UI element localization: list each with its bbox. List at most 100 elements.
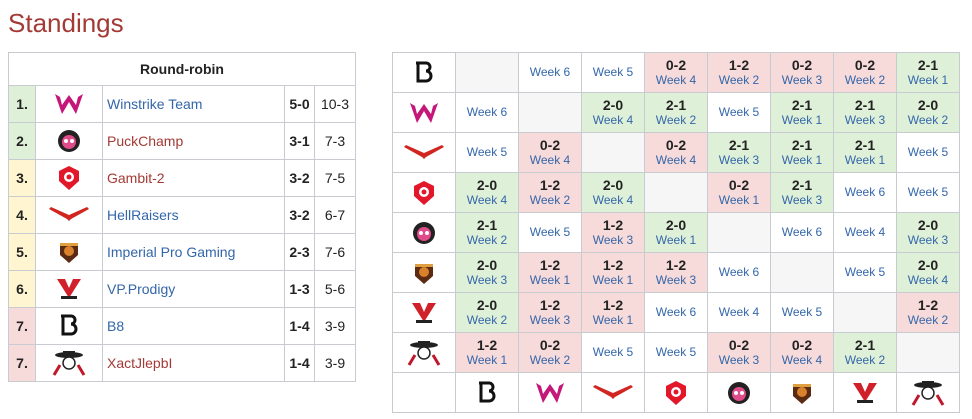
match-cell: 1-2 Week 1 [581, 292, 645, 333]
match-week: Week 4 [844, 225, 886, 239]
team-name-cell: HellRaisers [102, 196, 285, 234]
match-cell: 2-1 Week 1 [833, 132, 897, 173]
column-team-logo [644, 372, 708, 413]
match-result: 2-1 [476, 217, 498, 233]
match-result: 1-2 [602, 257, 624, 273]
match-week: Week 3 [781, 193, 823, 207]
match-result: 2-1 [791, 177, 813, 193]
match-week: Week 5 [907, 185, 949, 199]
xactjlepbi-logo [407, 340, 441, 366]
team-link[interactable]: Winstrike Team [107, 96, 203, 112]
match-result: 1-2 [728, 57, 750, 73]
puckchamp-logo [726, 381, 752, 404]
rank: 2. [16, 133, 28, 149]
match-week: Week 2 [529, 193, 571, 207]
match-cell: Week 5 [896, 172, 960, 213]
match-week: Week 4 [529, 153, 571, 167]
standings-header: Round-robin [8, 52, 356, 86]
column-team-logo [581, 372, 645, 413]
match-result: 1-2 [602, 217, 624, 233]
match-week: Week 1 [466, 353, 508, 367]
self-match-cell [833, 292, 897, 333]
match-week: Week 3 [718, 153, 760, 167]
team-link[interactable]: Gambit-2 [107, 170, 165, 186]
match-cell: Week 5 [581, 332, 645, 373]
match-result: 0-2 [791, 337, 813, 353]
match-result: 0-2 [539, 337, 561, 353]
match-cell: Week 5 [707, 92, 771, 133]
match-result: 1-2 [539, 177, 561, 193]
team-logo [35, 233, 103, 271]
team-link[interactable]: Imperial Pro Gaming [107, 244, 236, 260]
match-week: Week 5 [592, 345, 634, 359]
row-team-logo [392, 292, 456, 333]
match-week: Week 5 [529, 225, 571, 239]
match-cell: Week 6 [707, 252, 771, 293]
puckchamp-logo [56, 130, 82, 152]
match-cell: 2-1 Week 1 [770, 92, 834, 133]
team-link[interactable]: VP.Prodigy [107, 281, 176, 297]
team-name-cell: XactJlepbI [102, 344, 285, 382]
rank: 5. [16, 244, 28, 260]
match-cell: Week 5 [581, 52, 645, 93]
match-cell: 2-0 Week 4 [581, 92, 645, 133]
match-week: Week 5 [781, 305, 823, 319]
match-week: Week 5 [655, 345, 697, 359]
match-week: Week 2 [466, 233, 508, 247]
match-cell: Week 4 [707, 292, 771, 333]
standings-table: Round-robin 1. Winstrike Team 5-0 10-3 2. Puc… [8, 52, 356, 382]
team-link[interactable]: PuckChamp [107, 133, 184, 149]
xactjlepbi-logo [52, 351, 86, 376]
team-name-cell: VP.Prodigy [102, 270, 285, 308]
standings-row: 7. XactJlepbI 1-4 3-9 [8, 344, 356, 382]
match-week: Week 2 [844, 73, 886, 87]
imperial-logo [413, 263, 435, 284]
team-link[interactable]: HellRaisers [107, 207, 179, 223]
rank: 7. [16, 318, 28, 334]
match-cell: 1-2 Week 3 [581, 212, 645, 253]
crosstable-footer [392, 372, 960, 413]
row-team-logo [392, 332, 456, 373]
winstrike-logo [54, 94, 84, 114]
team-logo [35, 159, 103, 197]
team-logo [35, 196, 103, 234]
match-cell: Week 5 [833, 252, 897, 293]
match-cell: 2-1 Week 3 [770, 172, 834, 213]
team-link[interactable]: XactJlepbI [107, 355, 173, 371]
rank-cell: 1. [8, 85, 36, 123]
match-week: Week 2 [655, 113, 697, 127]
match-cell: 2-1 Week 3 [833, 92, 897, 133]
match-week: Week 5 [466, 145, 508, 159]
match-week: Week 1 [844, 153, 886, 167]
games-score: 10-3 [314, 85, 356, 123]
match-week: Week 1 [592, 313, 634, 327]
match-cell: 1-2 Week 1 [581, 252, 645, 293]
match-cell: 0-2 Week 1 [707, 172, 771, 213]
match-week: Week 1 [781, 153, 823, 167]
series-score: 3-2 [284, 196, 315, 234]
match-cell: 1-2 Week 1 [455, 332, 519, 373]
team-name-cell: PuckChamp [102, 122, 285, 160]
match-cell: 2-1 Week 1 [770, 132, 834, 173]
standings-row: 4. HellRaisers 3-2 6-7 [8, 196, 356, 234]
match-cell: 0-2 Week 4 [644, 52, 708, 93]
match-cell: 0-2 Week 4 [518, 132, 582, 173]
crosstable-row: 2-0 Week 3 1-2 Week 1 1-2 Week 1 1-2 Week 3 Week… [392, 252, 960, 293]
match-result: 2-0 [476, 257, 498, 273]
match-cell: Week 5 [455, 132, 519, 173]
match-week: Week 4 [655, 153, 697, 167]
match-result: 2-1 [791, 137, 813, 153]
rank: 6. [16, 281, 28, 297]
team-link[interactable]: B8 [107, 318, 125, 334]
match-week: Week 4 [781, 353, 823, 367]
match-cell: Week 6 [833, 172, 897, 213]
match-week: Week 2 [529, 353, 571, 367]
match-cell: Week 5 [644, 332, 708, 373]
standings-row: 5. Imperial Pro Gaming 2-3 7-6 [8, 233, 356, 271]
match-week: Week 3 [466, 273, 508, 287]
match-result: 0-2 [791, 57, 813, 73]
